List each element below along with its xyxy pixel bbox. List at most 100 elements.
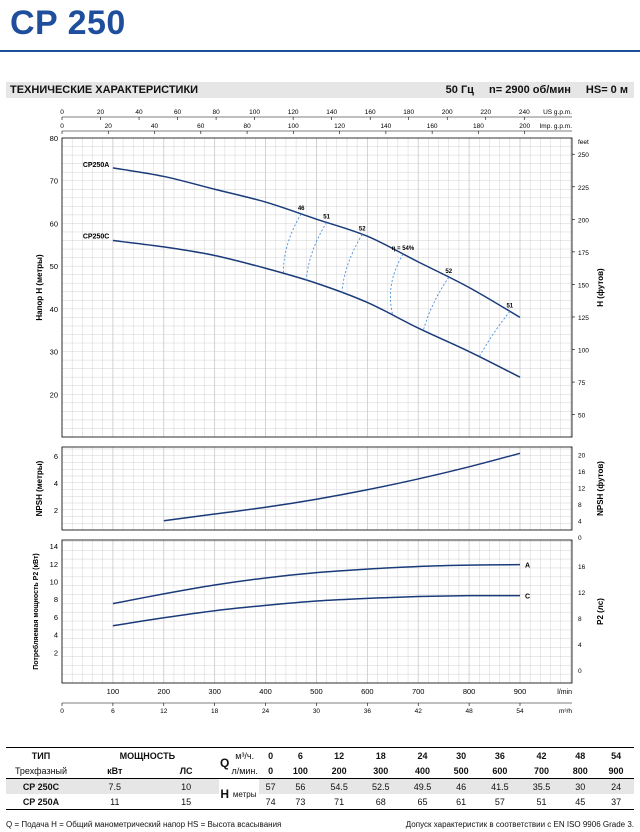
- us-tick-label: 0: [60, 109, 64, 116]
- us-tick-label: 100: [249, 109, 260, 116]
- hft-tick-label: 150: [578, 282, 589, 289]
- q-tick-label: 600: [361, 687, 374, 696]
- hft-tick-label: 125: [578, 315, 589, 322]
- p2hp-tick-label: 16: [578, 564, 586, 571]
- hft-tick-label: 75: [578, 380, 586, 387]
- curve-cp250c: [112, 239, 521, 378]
- h-cell: 49.5: [413, 781, 432, 792]
- p2-tick-label: 6: [54, 613, 58, 622]
- m3-tick-label: 42: [415, 708, 423, 715]
- m3-cell: 54: [611, 750, 622, 761]
- series-label-p2-c: C: [525, 594, 530, 601]
- q-tick-label: 100: [107, 687, 120, 696]
- npshft-tick-label: 0: [578, 535, 582, 542]
- npshft-tick-label: 8: [578, 502, 582, 509]
- m3-tick-label: 54: [516, 708, 524, 715]
- metres-header: метры: [230, 778, 259, 810]
- efficiency-line: [478, 311, 511, 357]
- us-tick-label: 140: [326, 109, 337, 116]
- q-tick-label: 300: [208, 687, 221, 696]
- h-cell: 68: [375, 796, 386, 807]
- p2-tick-label: 8: [54, 595, 58, 604]
- curve-cp250a: [112, 167, 521, 319]
- hft-tick-label: 200: [578, 217, 589, 224]
- series-label-cp250c: CP250C: [83, 234, 109, 241]
- m3-tick-label: 24: [262, 708, 270, 715]
- m3-tick-label: 12: [160, 708, 168, 715]
- m3-cell: 30: [456, 750, 467, 761]
- us-tick-label: 80: [212, 109, 220, 116]
- spec-header-params: 50 Гц n= 2900 об/мин HS= 0 м: [434, 84, 628, 96]
- lmin-header: л/мин.: [231, 765, 258, 776]
- efficiency-line: [341, 234, 363, 293]
- m3-header: м³/ч.: [235, 750, 255, 761]
- npshft-tick-label: 12: [578, 486, 586, 493]
- npsh-tick-label: 6: [54, 452, 58, 461]
- h-cell: 37: [611, 796, 622, 807]
- hft-tick-label: 225: [578, 185, 589, 192]
- us-tick-label: 200: [442, 109, 453, 116]
- efficiency-label: 51: [506, 303, 513, 309]
- h-cell: 71: [334, 796, 345, 807]
- npsh-tick-label: 4: [54, 479, 58, 488]
- h-cell: 46: [456, 781, 467, 792]
- efficiency-line: [422, 276, 450, 331]
- m3-tick-label: 48: [465, 708, 473, 715]
- efficiency-line: [305, 222, 328, 281]
- p2-tick-label: 14: [50, 542, 58, 551]
- series-label-cp250a: CP250A: [83, 162, 109, 169]
- q-axis-label: l/min: [557, 689, 572, 696]
- m3-tick-label: 18: [211, 708, 219, 715]
- hft-axis-label: H (футов): [596, 268, 605, 307]
- m3-cell: 6: [297, 750, 303, 761]
- lmin-cell: 900: [608, 765, 624, 776]
- m3-cell: 48: [575, 750, 586, 761]
- q-header: Q: [220, 756, 230, 770]
- lmin-cell: 400: [414, 765, 430, 776]
- h-cell: 51: [536, 796, 547, 807]
- h-tick-label: 30: [50, 348, 58, 357]
- h-cell: 41.5: [491, 781, 509, 792]
- imp-tick-label: 120: [334, 123, 345, 130]
- power-header: МОЩНОСТЬ: [119, 750, 176, 761]
- h-tick-label: 20: [50, 390, 58, 399]
- h-cell: 65: [417, 796, 428, 807]
- h-cell: 52.5: [372, 781, 390, 792]
- h-cell: 24: [611, 781, 622, 792]
- lmin-cell: 600: [492, 765, 508, 776]
- row-type: CP 250C: [22, 781, 60, 792]
- h-cell: 73: [295, 796, 306, 807]
- footer: Q = Подача H = Общий манометрический нап…: [6, 820, 634, 829]
- q-tick-label: 500: [310, 687, 323, 696]
- performance-table: ТИП МОЩНОСТЬ Q м³/ч. 0 6 12 18 24 30 36 …: [6, 747, 634, 810]
- m3-tick-label: 6: [111, 708, 115, 715]
- lmin-cell: 700: [534, 765, 550, 776]
- h-header: H: [218, 778, 231, 810]
- imp-axis-label: Imp. g.p.m.: [539, 123, 572, 130]
- page-title: CP 250: [10, 4, 126, 42]
- chart-frame: [61, 539, 573, 684]
- curve-p2-a: [112, 563, 521, 605]
- p2hp-tick-label: 4: [578, 642, 582, 649]
- m3-cell: 42: [536, 750, 547, 761]
- h-tick-label: 70: [50, 177, 58, 186]
- imp-tick-label: 160: [427, 123, 438, 130]
- row-hp: 15: [181, 796, 192, 807]
- row-kw: 11: [110, 796, 120, 807]
- us-tick-label: 60: [174, 109, 182, 116]
- q-tick-label: 800: [463, 687, 476, 696]
- efficiency-label: η = 54%: [392, 246, 415, 252]
- q-tick-label: 900: [514, 687, 527, 696]
- imp-tick-label: 200: [519, 123, 530, 130]
- h-cell: 54.5: [330, 781, 348, 792]
- h-cell: 74: [265, 796, 276, 807]
- lmin-cell: 200: [331, 765, 347, 776]
- curve-p2-c: [112, 594, 521, 627]
- series-label-p2-a: A: [525, 563, 530, 570]
- p2-tick-label: 2: [54, 648, 58, 657]
- efficiency-line: [282, 213, 302, 274]
- m3-tick-label: 36: [364, 708, 372, 715]
- us-tick-label: 180: [403, 109, 414, 116]
- footer-legend: Q = Подача H = Общий манометрический нап…: [6, 820, 282, 829]
- hp-header: ЛС: [179, 765, 193, 776]
